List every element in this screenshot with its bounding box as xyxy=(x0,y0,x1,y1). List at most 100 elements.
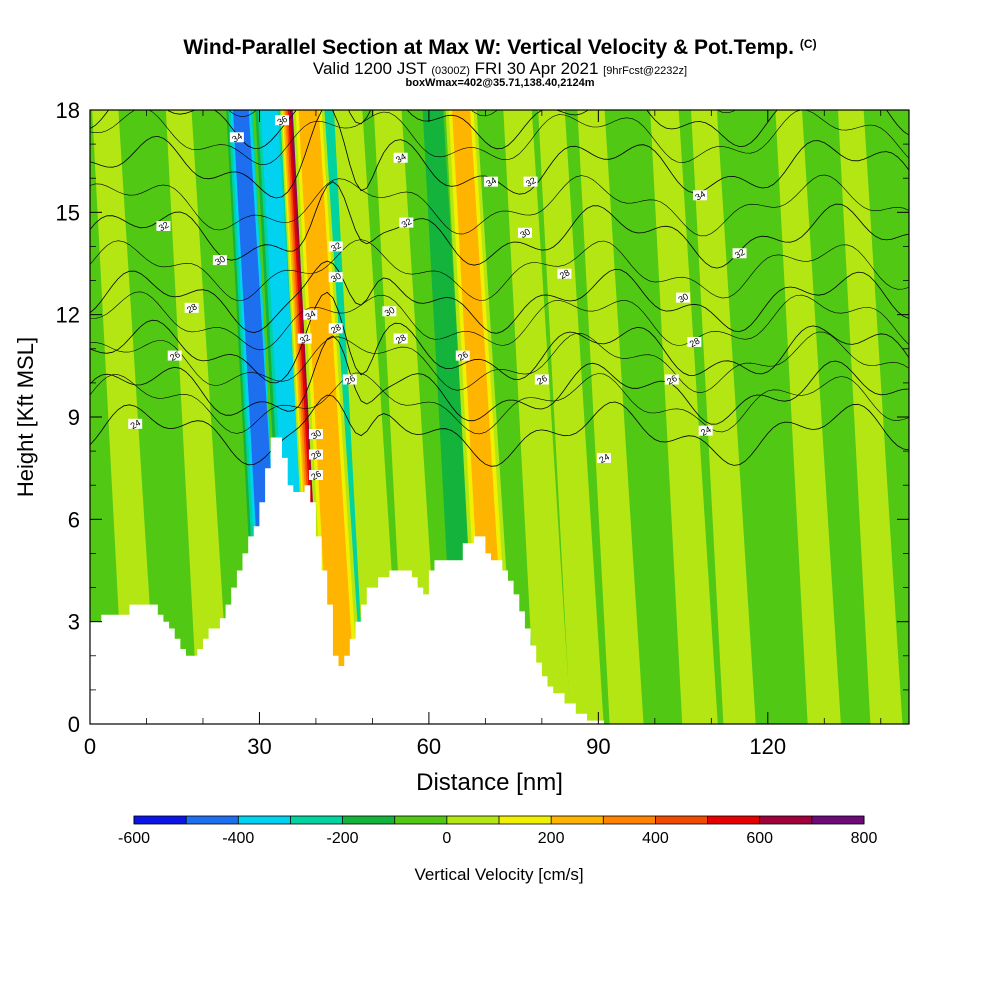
updraft-column xyxy=(775,110,841,724)
updraft-column xyxy=(292,110,365,724)
contour-label-box xyxy=(156,220,171,231)
contour-label: 26 xyxy=(167,349,182,363)
velocity-band xyxy=(333,110,402,724)
contour-label-text: 34 xyxy=(304,308,318,322)
contour-label-text: 28 xyxy=(558,267,572,281)
contour-label: 30 xyxy=(328,271,343,285)
theta-contour-34 xyxy=(90,110,909,199)
contour-label-text: 30 xyxy=(213,254,227,268)
x-tick-label: 30 xyxy=(247,734,271,759)
colorbar-swatch xyxy=(446,816,500,824)
contour-label: 26 xyxy=(455,349,470,363)
contour-label-text: 28 xyxy=(394,332,408,346)
velocity-band xyxy=(650,110,718,724)
colorbar-swatch xyxy=(342,816,396,824)
contour-label-text: 32 xyxy=(733,247,747,261)
colorbar-swatch xyxy=(759,816,813,824)
subtitle-utc: (0300Z) xyxy=(431,65,470,77)
contour-label: 36 xyxy=(275,114,289,128)
contour-label: 32 xyxy=(399,216,413,230)
theta-contour-36 xyxy=(90,110,909,150)
contour-label-text: 28 xyxy=(185,301,199,315)
velocity-band xyxy=(538,110,604,724)
contour-label-box xyxy=(167,350,182,361)
y-tick-label: 6 xyxy=(68,507,80,532)
theta-contour-30 xyxy=(90,260,909,334)
theta-contour-minor xyxy=(90,110,909,166)
velocity-band xyxy=(503,110,571,724)
contour-label-text: 34 xyxy=(394,151,408,165)
colorbar-swatch xyxy=(290,816,344,824)
theta-contour-minor xyxy=(90,174,909,237)
colorbar-tick-label: 400 xyxy=(642,830,669,847)
contour-label-text: 36 xyxy=(275,114,289,128)
contour-label: 34 xyxy=(229,131,244,145)
colorbar-swatch xyxy=(551,816,604,824)
x-axis-label: Distance [nm] xyxy=(416,769,563,796)
contour-label-box xyxy=(676,292,691,303)
updraft-column xyxy=(691,110,756,724)
contour-label-box xyxy=(328,323,343,334)
contour-label-text: 32 xyxy=(400,216,414,230)
contour-label-box xyxy=(308,449,323,460)
contour-label-text: 26 xyxy=(309,469,323,483)
contour-label-box xyxy=(328,272,343,283)
theta-contour-24 xyxy=(90,394,909,467)
contour-label: 26 xyxy=(342,373,357,387)
theta-contour-minor xyxy=(90,372,909,435)
colorbar-swatch xyxy=(394,816,448,824)
updraft-column xyxy=(650,110,718,724)
contour-label-text: 30 xyxy=(518,226,532,240)
contour-label-box xyxy=(275,115,290,126)
contour-label-box xyxy=(664,374,679,385)
updraft-column xyxy=(577,110,644,724)
contour-label: 30 xyxy=(382,305,396,319)
contour-label: 28 xyxy=(308,448,323,462)
contour-label-text: 28 xyxy=(309,448,323,462)
contour-label-box xyxy=(212,255,227,266)
velocity-band xyxy=(471,110,535,724)
contour-label-box xyxy=(523,176,538,187)
contour-label-text: 32 xyxy=(157,220,171,234)
contour-label: 28 xyxy=(557,267,572,281)
box-max-line: boxWmax=402@35.71,138.40,2124m xyxy=(405,77,595,89)
contour-label-text: 26 xyxy=(456,349,470,363)
contour-label-text: 30 xyxy=(329,271,343,285)
colorbar-tick-label: 0 xyxy=(442,830,451,847)
contour-label-box xyxy=(698,425,713,436)
contour-label: 30 xyxy=(308,428,323,442)
contour-label-text: 26 xyxy=(665,373,679,387)
contour-label-box xyxy=(693,190,708,201)
velocity-band xyxy=(298,110,357,724)
y-tick-label: 3 xyxy=(68,610,80,635)
updraft-column xyxy=(503,110,571,724)
colorbar-tick-label: 200 xyxy=(538,830,565,847)
contour-label: 34 xyxy=(393,151,408,165)
contour-label-text: 28 xyxy=(688,336,702,350)
contour-label: 24 xyxy=(698,424,713,438)
x-tick-label: 60 xyxy=(417,734,441,759)
contour-label-box xyxy=(328,241,343,252)
contour-label: 32 xyxy=(328,240,343,254)
contour-label-text: 24 xyxy=(129,417,143,431)
x-tick-label: 90 xyxy=(586,734,610,759)
contour-label-text: 28 xyxy=(329,322,343,336)
colorbar-swatch xyxy=(499,816,552,824)
updraft-column xyxy=(333,110,402,724)
contour-label-text: 24 xyxy=(699,424,713,438)
contour-label-text: 32 xyxy=(329,240,343,254)
contour-label: 32 xyxy=(523,175,538,189)
downdraft-column xyxy=(471,110,535,724)
colorbar-label: Vertical Velocity [cm/s] xyxy=(414,865,583,884)
subtitle-fcst: [9hrFcst@2232z] xyxy=(603,65,688,77)
contour-label-text: 32 xyxy=(524,175,538,189)
contour-label-box xyxy=(687,336,702,347)
contour-label-box xyxy=(732,248,747,259)
contour-label: 34 xyxy=(693,189,707,203)
contour-label-text: 30 xyxy=(309,428,323,442)
theta-contour-26 xyxy=(90,335,909,425)
contour-label-text: 24 xyxy=(597,452,611,466)
velocity-band xyxy=(838,110,903,724)
contour-label: 26 xyxy=(664,373,679,387)
